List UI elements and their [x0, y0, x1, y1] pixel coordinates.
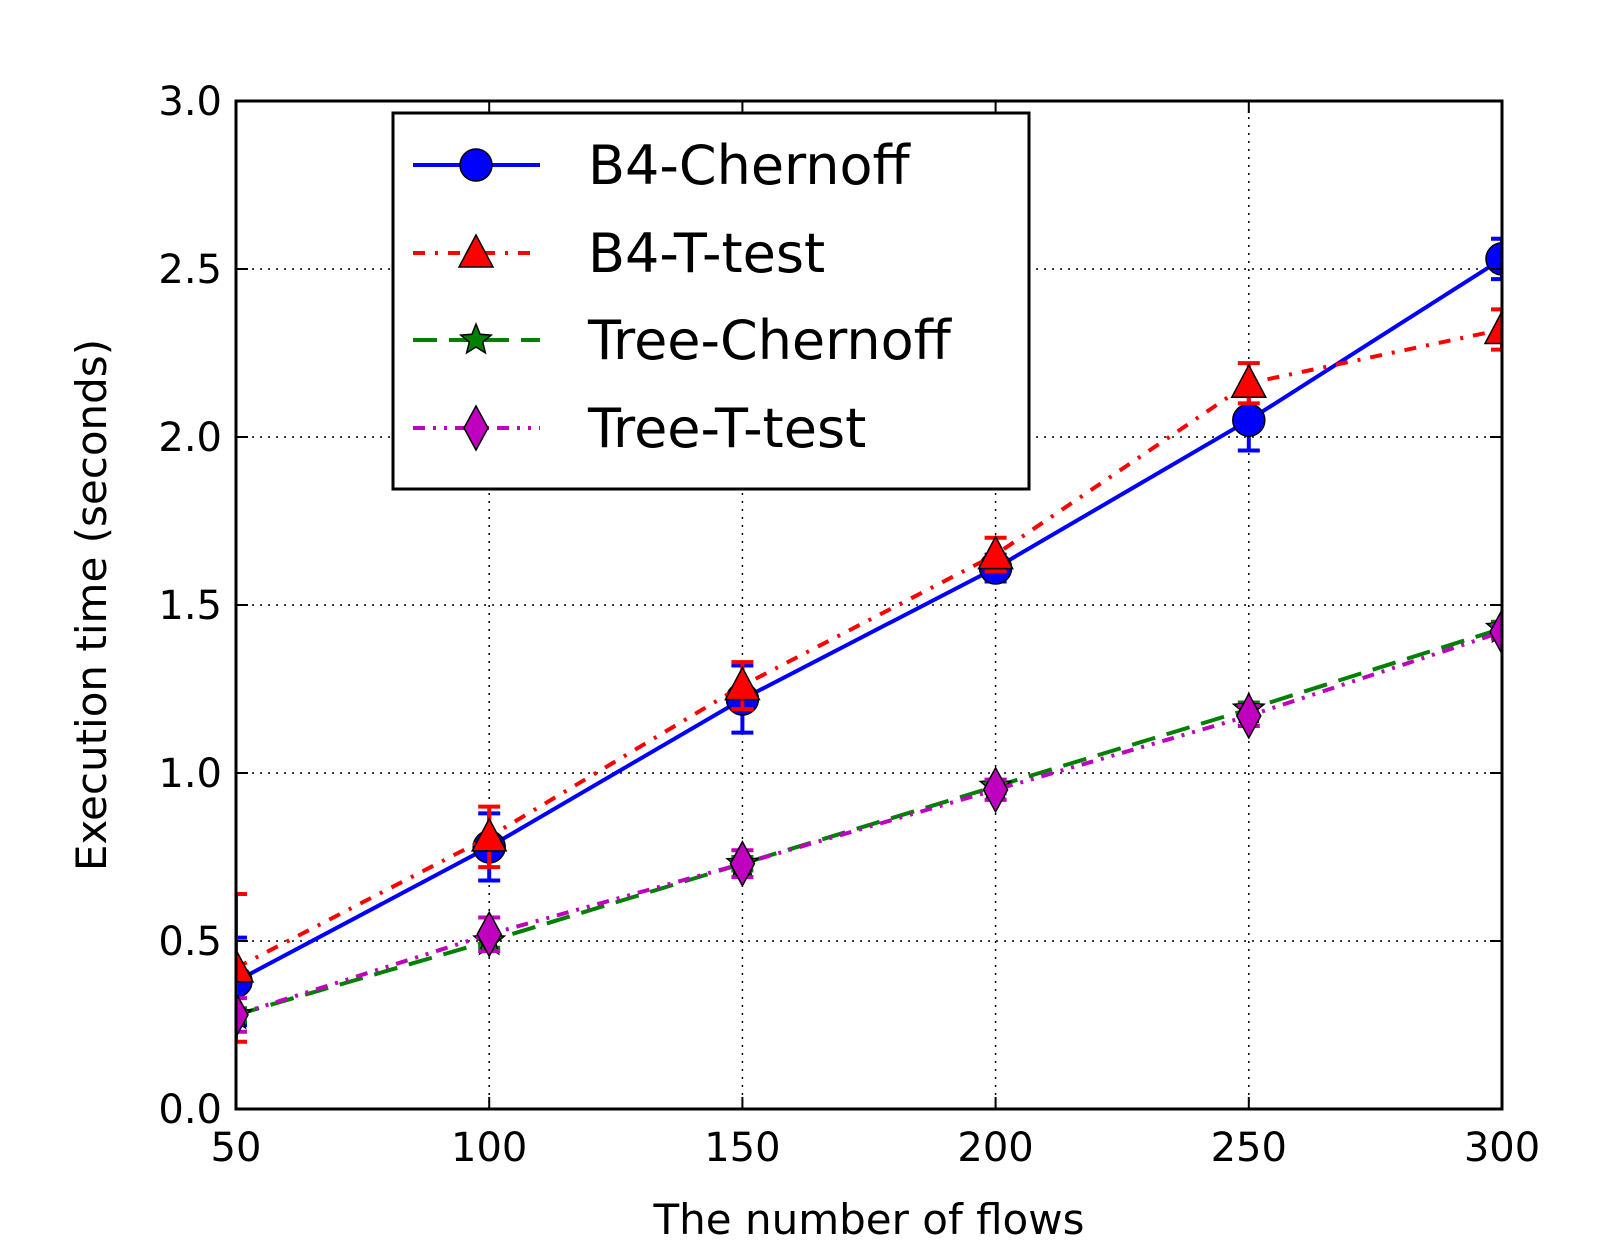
- x-tick-label: 150: [704, 1125, 780, 1171]
- data-point: [1235, 692, 1262, 740]
- data-point: [724, 666, 761, 701]
- legend-label: Tree-Chernoff: [587, 309, 953, 372]
- y-tick-label: 3.0: [158, 79, 222, 125]
- legend-item: Tree-Chernoff: [413, 309, 953, 372]
- data-point: [476, 910, 503, 958]
- legend-label: B4-Chernoff: [588, 134, 912, 197]
- data-point: [1230, 363, 1268, 398]
- legend-marker: [463, 404, 489, 452]
- y-axis-title: Execution time (seconds): [67, 339, 116, 871]
- series-line: [236, 626, 1502, 1017]
- legend-item: Tree-T-test: [413, 397, 866, 460]
- data-point: [977, 535, 1014, 570]
- y-tick-label: 2.5: [158, 247, 222, 293]
- y-tick-label: 1.0: [158, 751, 222, 797]
- y-tick-label: 1.5: [158, 583, 222, 629]
- legend-label: Tree-T-test: [587, 397, 866, 460]
- legend-item: B4-Chernoff: [413, 134, 912, 197]
- series-tree-t-test: [236, 608, 1502, 1039]
- x-tick-label: 250: [1211, 1125, 1287, 1171]
- legend-items: B4-Chernoff B4-T-test Tree-Chernoff Tree-T-…: [413, 134, 953, 460]
- x-tick-label: 50: [211, 1125, 262, 1171]
- series-layer: [236, 236, 1502, 1044]
- data-point: [1483, 309, 1502, 345]
- legend-marker: [459, 148, 493, 182]
- legend-marker: [457, 233, 495, 268]
- axis-ticks: 50 100 150 200 250 300 0.0 0.5 1.0 1.5 2.0 2.5 3.0: [158, 79, 1540, 1171]
- y-tick-label: 0.5: [158, 919, 222, 965]
- data-point: [982, 766, 1009, 814]
- x-axis-title: The number of flows: [653, 1195, 1085, 1244]
- legend: B4-Chernoff B4-T-test Tree-Chernoff Tree-T-…: [391, 111, 1031, 491]
- data-point: [470, 817, 508, 852]
- data-point: [1485, 242, 1502, 276]
- legend-item: B4-T-test: [413, 222, 825, 285]
- legend-marker: [458, 321, 494, 355]
- series-line: [236, 257, 1502, 984]
- series-b4-t-test: [236, 307, 1502, 1044]
- x-tick-label: 100: [451, 1125, 527, 1171]
- y-tick-label: 2.0: [158, 415, 222, 461]
- x-tick-label: 200: [957, 1125, 1033, 1171]
- data-point: [1489, 608, 1502, 656]
- y-tick-label: 0.0: [158, 1087, 222, 1133]
- data-point: [729, 840, 756, 888]
- x-tick-label: 300: [1464, 1125, 1540, 1171]
- series-line: [236, 327, 1502, 970]
- data-point: [236, 991, 249, 1039]
- data-point: [1232, 403, 1266, 437]
- series-line: [236, 630, 1502, 1017]
- legend-label: B4-T-test: [588, 222, 825, 285]
- data-point: [236, 948, 255, 983]
